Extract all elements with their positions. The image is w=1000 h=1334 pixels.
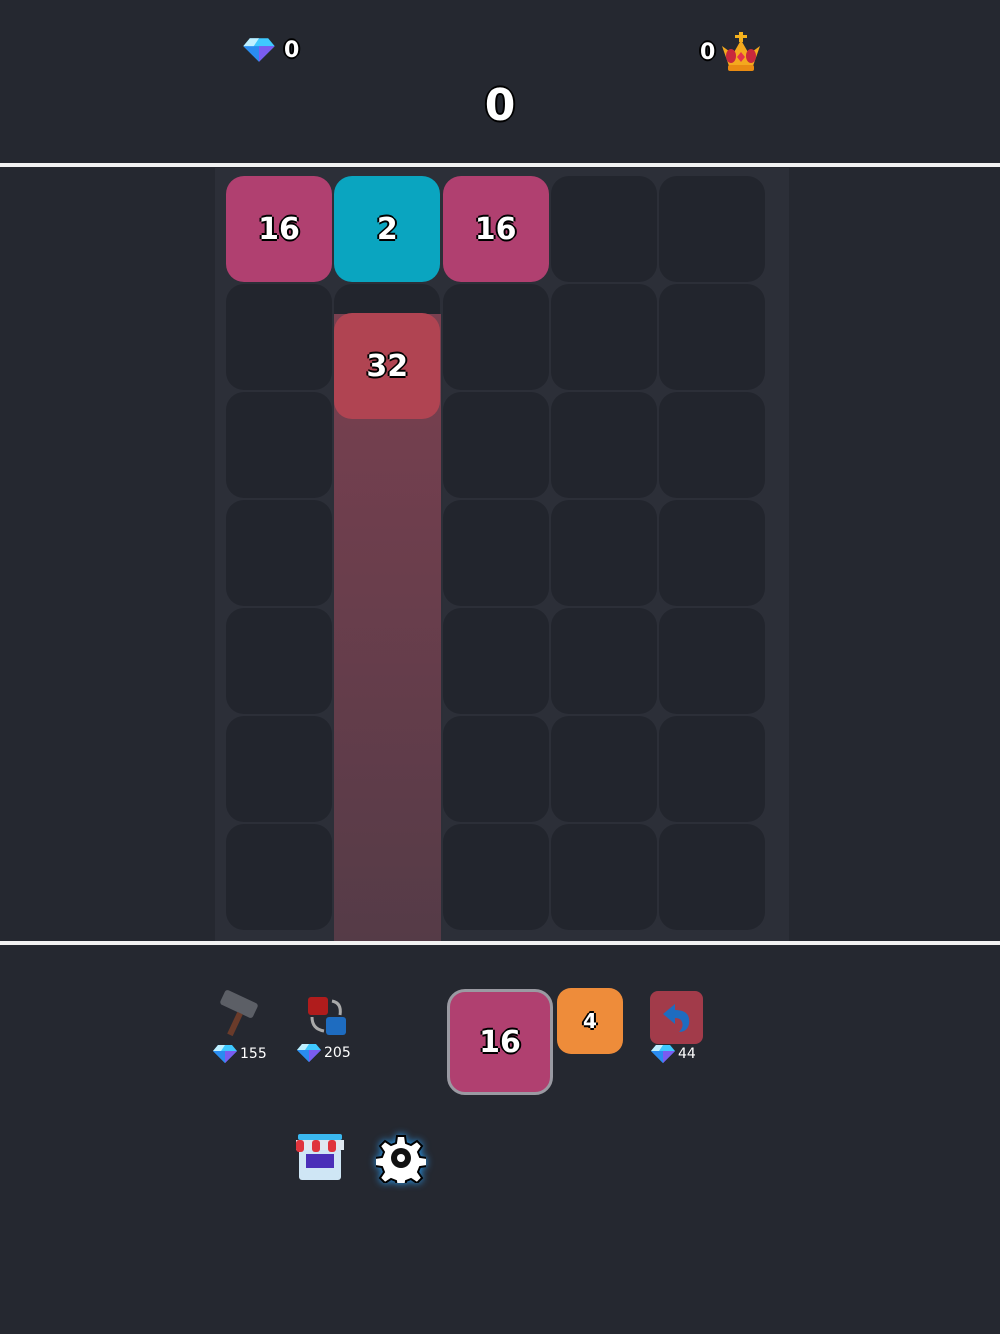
board-cell[interactable] — [659, 824, 766, 930]
board-cell[interactable] — [550, 716, 657, 822]
gem-counter: 0 — [242, 36, 299, 64]
board-cell[interactable] — [442, 824, 549, 930]
board-cell[interactable] — [550, 500, 657, 606]
game-board[interactable]: 16 2 16 32 — [215, 168, 789, 941]
board-cell[interactable] — [659, 284, 766, 390]
current-tile: 16 — [447, 989, 553, 1095]
hammer-icon — [220, 990, 258, 1037]
best-score: 0 — [700, 30, 763, 74]
board-cell[interactable] — [226, 392, 332, 498]
shop-button[interactable] — [294, 1132, 346, 1188]
board-cell[interactable] — [550, 608, 657, 714]
board-cell[interactable] — [442, 284, 549, 390]
undo-icon — [650, 991, 703, 1044]
board-cell[interactable] — [226, 608, 332, 714]
board-cell[interactable] — [659, 392, 766, 498]
hammer-cost: 155 — [240, 1046, 267, 1062]
gear-icon — [374, 1135, 428, 1189]
board-cell[interactable] — [550, 176, 657, 282]
board-cell[interactable] — [550, 392, 657, 498]
board-cell[interactable] — [550, 284, 657, 390]
falling-tile: 32 — [334, 313, 441, 419]
board-cell[interactable] — [226, 824, 332, 930]
swap-cost: 205 — [324, 1045, 351, 1061]
board-cell[interactable] — [442, 392, 549, 498]
hammer-button[interactable]: 155 — [212, 990, 268, 1064]
top-divider — [0, 163, 1000, 167]
board-cell[interactable] — [659, 608, 766, 714]
swap-icon — [308, 997, 346, 1035]
undo-cost: 44 — [678, 1046, 696, 1062]
board-tile: 16 — [226, 176, 332, 282]
crown-icon — [722, 32, 761, 71]
gem-icon — [212, 1044, 238, 1064]
gem-count: 0 — [284, 37, 300, 63]
gem-icon — [296, 1043, 322, 1063]
board-cell[interactable] — [659, 176, 766, 282]
swap-button[interactable]: 205 — [296, 993, 356, 1063]
bottom-divider — [0, 941, 1000, 945]
gem-icon — [242, 36, 276, 64]
board-cell[interactable] — [659, 500, 766, 606]
gem-icon — [650, 1044, 676, 1064]
settings-button[interactable] — [374, 1133, 428, 1189]
shop-icon — [296, 1134, 344, 1180]
board-cell[interactable] — [550, 824, 657, 930]
undo-button[interactable]: 44 — [650, 991, 706, 1064]
score: 0 — [484, 80, 516, 131]
board-cell[interactable] — [442, 716, 549, 822]
board-cell[interactable] — [226, 284, 332, 390]
next-tile: 4 — [557, 988, 623, 1054]
board-cell[interactable] — [659, 716, 766, 822]
board-cell[interactable] — [442, 608, 549, 714]
board-cell[interactable] — [442, 500, 549, 606]
board-cell[interactable] — [226, 716, 332, 822]
board-cell[interactable] — [226, 500, 332, 606]
board-tile: 2 — [334, 176, 441, 282]
best-score-value: 0 — [700, 39, 716, 65]
board-tile: 16 — [442, 176, 549, 282]
